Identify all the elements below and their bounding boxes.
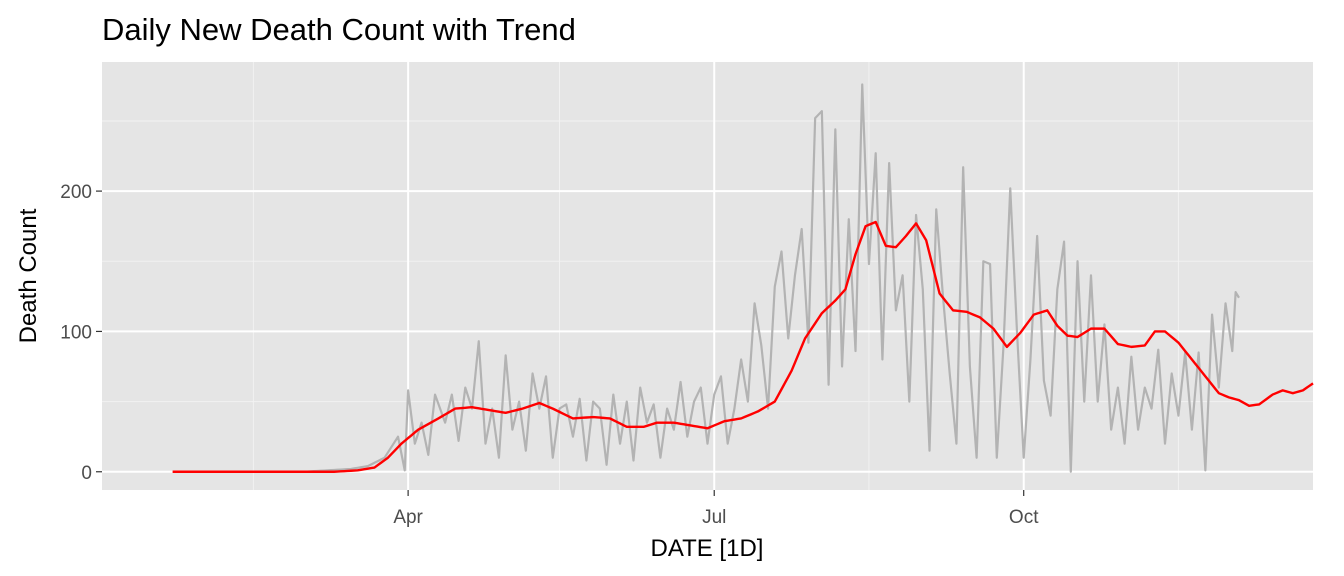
major-gridlines xyxy=(102,62,1313,490)
x-axis: Apr Jul Oct xyxy=(393,490,1039,528)
chart-title: Daily New Death Count with Trend xyxy=(102,12,576,47)
minor-gridlines xyxy=(102,62,1313,490)
plot-panel xyxy=(102,62,1313,490)
y-tick-label: 200 xyxy=(60,182,92,203)
x-tick-label: Jul xyxy=(702,507,726,528)
daily-series-line xyxy=(172,83,1240,473)
y-axis-title: Death Count xyxy=(15,208,42,343)
series-layer xyxy=(172,83,1314,473)
x-tick-label: Apr xyxy=(393,507,423,528)
x-tick-label: Oct xyxy=(1009,507,1039,528)
x-axis-title: DATE [1D] xyxy=(651,535,764,562)
y-tick-label: 100 xyxy=(60,322,92,343)
y-axis: 0 100 200 xyxy=(60,182,102,484)
trend-series-line xyxy=(172,220,1314,473)
y-tick-label: 0 xyxy=(81,463,92,484)
